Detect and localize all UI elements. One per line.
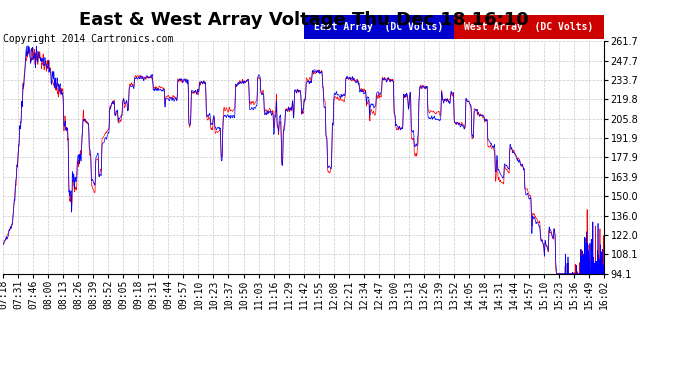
Text: East Array  (DC Volts): East Array (DC Volts) <box>314 22 443 32</box>
Text: Copyright 2014 Cartronics.com: Copyright 2014 Cartronics.com <box>3 34 174 44</box>
Text: West Array  (DC Volts): West Array (DC Volts) <box>464 22 593 32</box>
Text: East & West Array Voltage Thu Dec 18 16:10: East & West Array Voltage Thu Dec 18 16:… <box>79 11 529 29</box>
